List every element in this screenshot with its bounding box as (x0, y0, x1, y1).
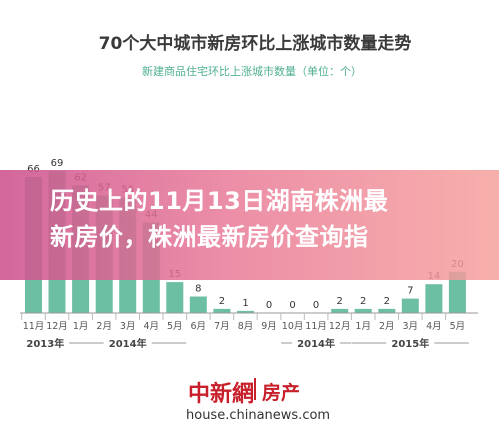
year-label-bg (21, 336, 70, 350)
x-tick-label: 4月 (144, 321, 160, 332)
year-label: 2014年 (109, 337, 147, 350)
chinanews-logo: 中新網 (188, 381, 255, 407)
bar (189, 296, 207, 313)
x-tick-label: 10月 (282, 321, 304, 332)
bar (331, 308, 349, 313)
overlay-line-2: 新房价，株洲最新房价查询指 (50, 223, 369, 251)
x-tick-label: 6月 (191, 321, 207, 332)
bar (237, 310, 254, 313)
bar (213, 308, 231, 313)
bar (166, 282, 184, 313)
bar-value-label: 1 (242, 298, 248, 309)
logo-divider (254, 378, 256, 400)
chart-subtitle: 新建商品住宅环比上涨城市数量（单位：个） (142, 64, 362, 78)
year-label: 2013年 (26, 337, 64, 350)
year-label: 2014年 (297, 337, 335, 350)
bar-value-label: 2 (384, 296, 390, 307)
x-tick-label: 12月 (329, 321, 351, 332)
bar-value-label: 8 (195, 284, 201, 295)
bar-value-label: 69 (51, 158, 64, 169)
bar-value-label: 2 (219, 296, 225, 307)
year-label: 2015年 (391, 337, 429, 350)
x-tick-label: 7月 (214, 321, 230, 332)
x-tick-label: 3月 (120, 321, 136, 332)
x-tick-label: 4月 (426, 321, 442, 332)
x-tick-label: 1月 (355, 321, 371, 332)
bar-value-label: 0 (313, 300, 319, 311)
bar (401, 298, 419, 313)
bar-value-label: 7 (407, 286, 413, 297)
year-label-bg (292, 336, 341, 350)
x-tick-label: 1月 (73, 321, 89, 332)
x-tick-label: 5月 (450, 321, 466, 332)
x-tick-label: 2月 (96, 321, 112, 332)
overlay-banner (0, 170, 499, 280)
bar-value-label: 0 (289, 300, 295, 311)
bar-value-label: 2 (360, 296, 366, 307)
bar (425, 284, 443, 313)
year-labels: 2013年 2014年 2014年 2015年 (21, 336, 469, 350)
house-tag: 房产 (262, 382, 301, 404)
x-tick-label: 2月 (379, 321, 395, 332)
bar (354, 308, 372, 313)
x-tick-label: 11月 (23, 321, 45, 332)
bar-value-label: 2 (337, 296, 343, 307)
bar-value-label: 0 (266, 300, 272, 311)
year-label-bg (386, 336, 435, 350)
overlay-line-1: 历史上的11月13日湖南株洲最 (50, 187, 389, 215)
x-tick-label: 3月 (403, 321, 419, 332)
source-url: house.chinanews.com (186, 408, 331, 423)
x-tick-label: 11月 (305, 321, 327, 332)
bar (448, 271, 466, 313)
chart-title: 70个大中城市新房环比上涨城市数量走势 (99, 33, 412, 54)
year-label-bg (103, 336, 152, 350)
bar-value-label: 66 (27, 164, 40, 175)
bar (378, 308, 396, 313)
overlay-headline[interactable]: 历史上的11月13日湖南株洲最 新房价，株洲最新房价查询指 (50, 183, 470, 255)
x-tick-labels: 11月 12月 1月 2月 3月 4月 5月 6月 7月 8月 9月 10月 11月 12月 1月 2月 3月 4… (21, 313, 466, 332)
x-tick-label: 9月 (261, 321, 277, 332)
x-tick-label: 12月 (46, 321, 68, 332)
x-tick-label: 8月 (238, 321, 254, 332)
x-tick-label: 5月 (167, 321, 183, 332)
source-watermark: 中新網 房产 house.chinanews.com (0, 368, 499, 435)
